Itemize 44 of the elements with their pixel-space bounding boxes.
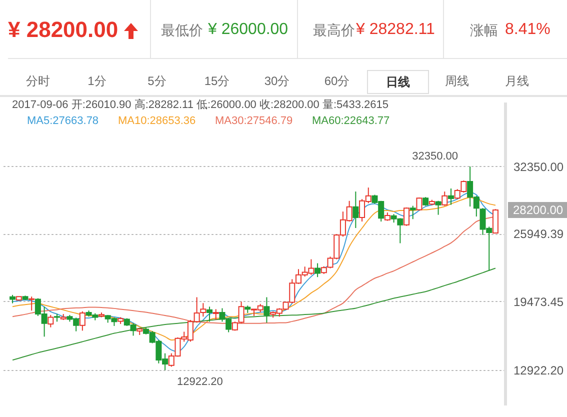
y-tick-label: 25949.39 bbox=[514, 227, 564, 242]
annotation: 32350.00 bbox=[412, 150, 458, 162]
text: 60分 bbox=[323, 74, 351, 88]
candlestick bbox=[416, 197, 422, 212]
candlestick bbox=[79, 310, 86, 332]
candlestick bbox=[352, 191, 359, 229]
text: 涨幅 bbox=[470, 22, 498, 38]
text: MA5:27663.78 bbox=[27, 114, 99, 127]
annotation: 2017-09-06 开:26010.90 高:28282.11 低:26000.00 收:28200.00 量:5433.2615 bbox=[12, 98, 389, 111]
candlestick bbox=[442, 191, 448, 206]
text: 8.41% bbox=[505, 21, 550, 38]
candlestick bbox=[404, 206, 410, 226]
text: MA30:27546.79 bbox=[215, 114, 293, 127]
candlestick bbox=[448, 188, 454, 206]
annotation: 12922.20 bbox=[177, 376, 223, 388]
text: ¥ 28200.00 bbox=[8, 16, 120, 42]
text: 30分 bbox=[263, 74, 291, 88]
text: 分时 bbox=[25, 74, 51, 88]
candlestick bbox=[435, 200, 442, 216]
text: 1分 bbox=[86, 74, 108, 88]
text: MA60:22643.77 bbox=[312, 114, 390, 127]
text: 28200.00 bbox=[513, 202, 564, 217]
candlestick bbox=[264, 296, 270, 324]
candlestick bbox=[28, 296, 35, 312]
text: 日线 bbox=[367, 70, 429, 94]
text: ¥ 28282.11 bbox=[356, 21, 435, 38]
text: 最低价 bbox=[161, 22, 203, 38]
text: 月线 bbox=[504, 74, 530, 88]
y-tick-label: 19473.45 bbox=[514, 294, 564, 309]
candlestick bbox=[492, 208, 498, 234]
y-tick-label: 32350.00 bbox=[514, 160, 564, 174]
candlestick bbox=[410, 205, 416, 220]
text: ¥ 26000.00 bbox=[208, 21, 288, 38]
text: 周线 bbox=[444, 74, 470, 88]
text: MA10:28653.36 bbox=[118, 114, 196, 127]
text: 15分 bbox=[203, 74, 231, 88]
text: 5分 bbox=[146, 74, 168, 88]
text: 最高价 bbox=[313, 22, 355, 38]
line-series bbox=[12, 268, 496, 361]
candlestick bbox=[206, 306, 213, 322]
candlestick bbox=[212, 308, 219, 320]
candlestick bbox=[48, 314, 54, 328]
candlestick bbox=[314, 262, 321, 278]
y-tick-label: 12922.20 bbox=[514, 364, 564, 378]
